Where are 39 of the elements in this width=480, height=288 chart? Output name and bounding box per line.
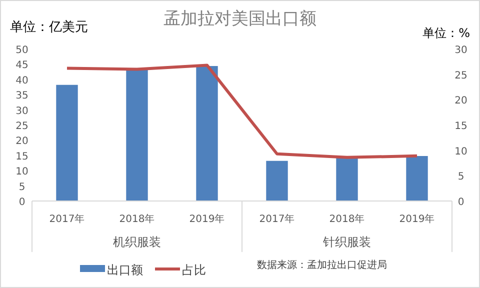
y-tick-label: 35	[16, 90, 28, 102]
y-tick-label: 30	[16, 106, 28, 117]
legend-label: 出口额	[107, 263, 143, 277]
y2-tick-label: 0	[458, 197, 464, 208]
bar	[126, 69, 148, 201]
y-tick-label: 45	[16, 60, 28, 72]
y2-tick-label: 5	[458, 172, 464, 183]
bar	[336, 156, 358, 201]
text: 机织服装	[113, 235, 161, 249]
chart-title: 孟加拉对美国出口额	[164, 9, 316, 29]
y-tick-label: 40	[16, 75, 28, 86]
y2-tick-label: 20	[454, 96, 468, 107]
x-tick-label: 2018年	[329, 213, 365, 225]
x-tick-label: 2019年	[399, 213, 435, 225]
source-note: 数据来源：孟加拉出口促进局	[257, 259, 387, 271]
y2-axis-title: 单位：%	[422, 26, 470, 40]
y-axis-title: 单位：亿美元	[10, 19, 88, 35]
x-tick-label: 2017年	[259, 213, 295, 225]
line-series	[66, 64, 418, 159]
x-tick-label: 2017年	[49, 213, 85, 225]
bar	[406, 156, 428, 201]
y-tick-label: 50	[16, 45, 28, 56]
bar	[266, 160, 288, 201]
x-tick-label: 2019年	[189, 213, 225, 225]
y-tick-label: 20	[16, 136, 28, 148]
y-tick-label: 0	[18, 197, 26, 208]
legend-label: 占比	[182, 263, 206, 277]
y2-tick-label: 25	[454, 70, 468, 82]
y2-tick-label: 15	[454, 121, 468, 132]
y2-tick-label: 30	[454, 45, 468, 56]
text: 针织服装	[322, 235, 371, 249]
x-tick-label: 2018年	[119, 213, 155, 225]
y-tick-label: 25	[16, 121, 28, 132]
y-tick-label: 15	[16, 151, 28, 162]
y2-tick-label: 10	[454, 146, 468, 158]
bar	[196, 66, 218, 201]
bar	[56, 84, 78, 201]
y-tick-label: 10	[16, 166, 28, 178]
y-tick-label: 5	[18, 182, 26, 193]
